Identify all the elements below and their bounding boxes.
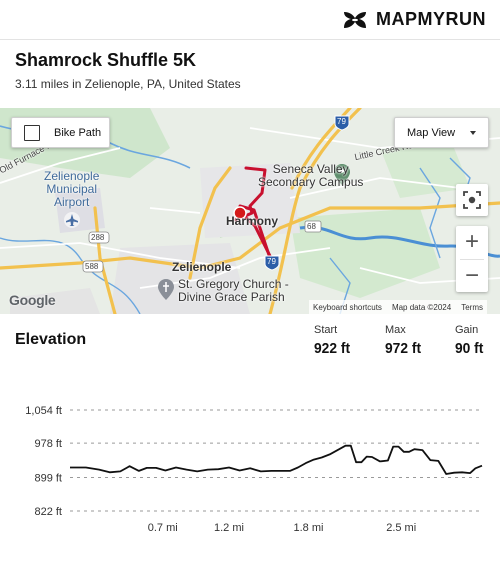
route-title: Shamrock Shuffle 5K xyxy=(15,50,197,70)
stat-start: Start 922 ft xyxy=(314,324,353,357)
bike-path-toggle[interactable]: Bike Path xyxy=(11,117,110,148)
under-armour-logo-icon xyxy=(344,11,366,28)
map-label-route-588: 588 xyxy=(85,262,99,271)
x-tick-label: 2.5 mi xyxy=(386,522,416,534)
y-tick-label: 1,054 ft xyxy=(25,405,62,417)
map-label-st-gregory: St. Gregory Church - Divine Grace Parish xyxy=(178,278,289,304)
stat-start-label: Start xyxy=(314,324,338,336)
map-view-dropdown[interactable]: Map View xyxy=(394,117,489,148)
brand-name: MAPMYRUN xyxy=(376,9,486,29)
stat-max-value: 972 ft xyxy=(385,340,422,357)
keyboard-shortcuts-link[interactable]: Keyboard shortcuts xyxy=(313,302,382,312)
stat-gain: Gain 90 ft xyxy=(455,324,486,357)
elevation-title: Elevation xyxy=(15,331,87,348)
map-attribution: Keyboard shortcuts Map data ©2024 Terms xyxy=(309,300,487,314)
bike-path-label: Bike Path xyxy=(54,126,102,139)
google-logo-text: Google xyxy=(9,292,56,308)
route-subtitle: 3.11 miles in Zelienople, PA, United Sta… xyxy=(15,77,241,91)
map-label-zelienople: Zelienople xyxy=(172,260,232,274)
seneca-line-1: Seneca Valley xyxy=(272,162,349,176)
stat-max-label: Max xyxy=(385,324,406,336)
stat-gain-label: Gain xyxy=(455,324,479,336)
recenter-button[interactable] xyxy=(456,184,488,216)
google-logo: Google xyxy=(9,292,56,308)
st-gregory-line-2: Divine Grace Parish xyxy=(178,290,285,304)
airport-line-2: Municipal xyxy=(46,182,98,196)
locate-icon xyxy=(463,191,481,209)
chevron-down-icon xyxy=(470,131,476,135)
seneca-line-2: Secondary Campus xyxy=(258,175,364,189)
map-label-route-68: 68 xyxy=(307,222,316,231)
zoom-in-button[interactable]: + xyxy=(464,228,479,256)
stat-max: Max 972 ft xyxy=(385,324,424,357)
elevation-line xyxy=(70,444,483,475)
st-gregory-line-1: St. Gregory Church - xyxy=(178,277,289,291)
zoom-controls: + − xyxy=(456,226,488,292)
zoom-out-button[interactable]: − xyxy=(464,261,479,289)
top-bar: MAPMYRUN xyxy=(0,0,500,40)
terms-link[interactable]: Terms xyxy=(461,302,483,312)
map-label-route-79-bottom: 79 xyxy=(267,257,276,266)
airport-line-1: Zelienople xyxy=(44,169,100,183)
x-tick-label: 1.8 mi xyxy=(293,522,323,534)
map-view-label: Map View xyxy=(407,126,456,139)
stat-start-value: 922 ft xyxy=(314,340,351,357)
map-label-harmony: Harmony xyxy=(226,214,279,228)
map-data-text: Map data ©2024 xyxy=(391,302,452,312)
bike-path-checkbox[interactable] xyxy=(24,124,40,141)
x-tick-label: 0.7 mi xyxy=(148,522,178,534)
elevation-chart: 1,054 ft 978 ft 899 ft 822 ft 0.7 mi 1.2 mi 1.… xyxy=(25,405,483,534)
zoom-divider xyxy=(460,258,484,260)
y-tick-label: 978 ft xyxy=(34,438,62,450)
airport-line-3: Airport xyxy=(54,195,90,209)
stat-gain-value: 90 ft xyxy=(455,340,484,357)
y-tick-label: 822 ft xyxy=(34,506,62,518)
brand-logo-link[interactable]: MAPMYRUN xyxy=(342,9,486,30)
x-tick-label: 1.2 mi xyxy=(214,522,244,534)
map-label-route-79-top: 79 xyxy=(337,117,346,126)
map-label-seneca-campus: Seneca Valley Secondary Campus xyxy=(258,163,363,189)
map-label-route-288: 288 xyxy=(91,233,105,242)
map-label-zelienople-airport: Zelienople Municipal Airport xyxy=(44,170,99,209)
y-tick-label: 899 ft xyxy=(34,472,62,484)
